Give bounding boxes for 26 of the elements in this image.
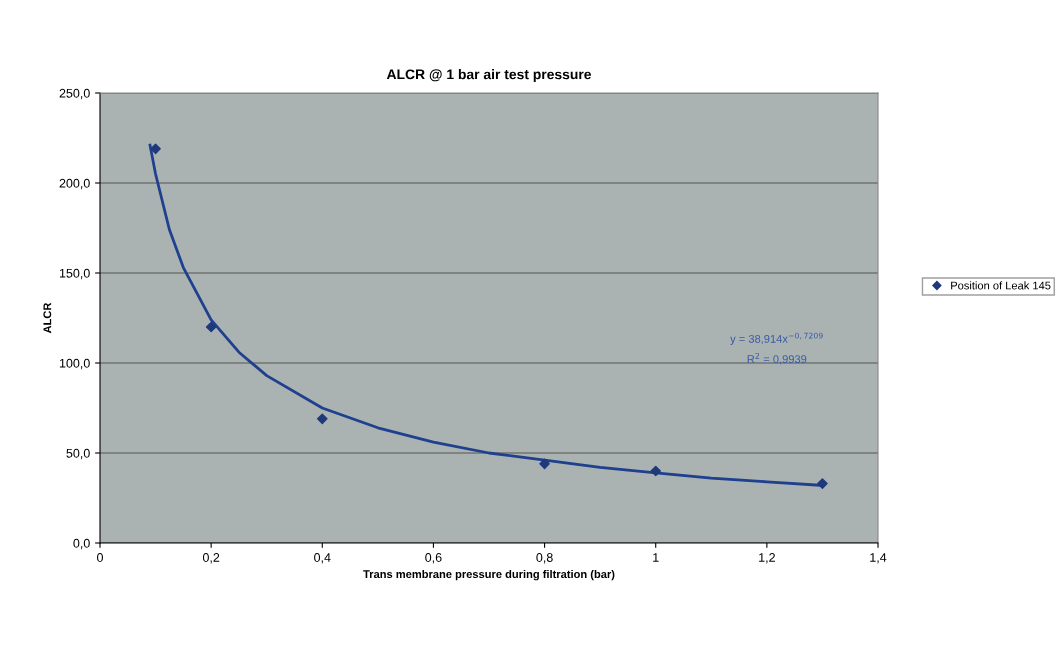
x-tick-label: 1,2 (759, 553, 775, 564)
y-tick-label: 150,0 (59, 268, 90, 280)
point (817, 478, 828, 489)
legend-label: Position of Leak 145 (951, 281, 1051, 290)
annotation: y = 38,914x$^{−0,7209}$ (730, 332, 823, 345)
point (316, 413, 328, 425)
x-axis-title: Trans membrane pressure during filtration (bar) (363, 569, 615, 581)
y-tick-label: 250,0 (59, 88, 90, 100)
y-tick-label: 0,0 (73, 538, 90, 550)
point (150, 143, 161, 155)
point (539, 458, 550, 470)
x-tick-label: 0 (97, 553, 103, 562)
y-tick-label: 50,0 (66, 448, 90, 460)
point (205, 321, 217, 333)
point (650, 465, 662, 477)
y-axis-title: ALCR (43, 302, 52, 334)
x-tick-label: 0,4 (314, 553, 331, 564)
annotation: R$^{2}$ = 0,9939 (747, 352, 807, 365)
x-tick-label: 1,4 (870, 553, 887, 564)
chart-title: ALCR @ 1 bar air test pressure (386, 69, 592, 82)
x-tick-label: 1 (653, 553, 659, 562)
y-tick-label: 200,0 (59, 178, 90, 190)
x-tick-label: 0,2 (202, 553, 220, 564)
y-tick-label: 100,0 (59, 358, 90, 370)
x-tick-label: 0,6 (425, 553, 442, 564)
x-tick-label: 0,8 (536, 553, 553, 564)
